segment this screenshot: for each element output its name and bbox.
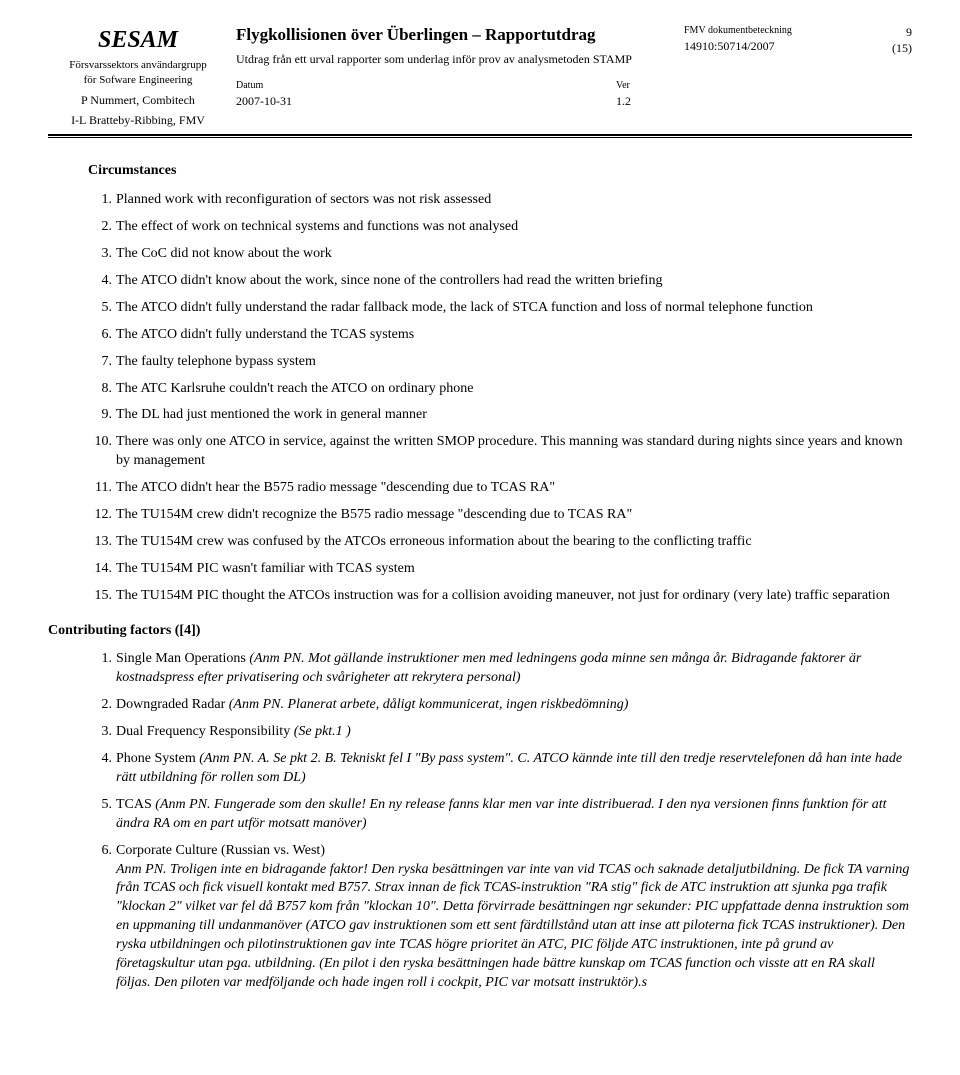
factors-heading: Contributing factors ([4]) xyxy=(48,622,912,641)
circumstance-item: The ATCO didn't fully understand the rad… xyxy=(116,299,912,318)
page-total: (15) xyxy=(872,40,912,56)
factor-note: (Anm PN. A. Se pkt 2. B. Tekniskt fel I … xyxy=(116,751,902,785)
factor-item: Corporate Culture (Russian vs. West) Anm … xyxy=(116,842,912,993)
page-number: 9 xyxy=(872,24,912,40)
factor-note: Anm PN. Troligen inte en bidragande fakt… xyxy=(116,861,912,993)
factor-item: Dual Frequency Responsibility (Se pkt.1 … xyxy=(116,723,912,742)
date-block: Datum 2007-10-31 xyxy=(236,79,616,109)
factor-main: TCAS xyxy=(116,797,155,812)
date-label: Datum xyxy=(236,79,616,93)
ver-block: Ver 1.2 xyxy=(616,79,676,109)
org-name: SESAM xyxy=(48,24,228,56)
header-right: FMV dokumentbeteckning 14910:50714/2007 xyxy=(684,24,864,128)
circumstance-item: The TU154M PIC thought the ATCOs instruc… xyxy=(116,587,912,606)
date-value: 2007-10-31 xyxy=(236,93,616,109)
person-2: I-L Bratteby-Ribbing, FMV xyxy=(48,112,228,128)
circumstance-item: The TU154M crew was confused by the ATCO… xyxy=(116,533,912,552)
header-middle: Flygkollisionen över Überlingen – Rappor… xyxy=(236,24,676,128)
page-header: SESAM Försvarssektors användargrupp för … xyxy=(48,24,912,128)
circumstance-item: The ATC Karlsruhe couldn't reach the ATC… xyxy=(116,380,912,399)
page-number-block: 9 (15) xyxy=(872,24,912,128)
doc-title: Flygkollisionen över Überlingen – Rappor… xyxy=(236,24,676,47)
doc-subtitle: Utdrag från ett urval rapporter som unde… xyxy=(236,51,676,67)
org-sub1: Försvarssektors användargrupp xyxy=(48,58,228,73)
factor-main: Downgraded Radar xyxy=(116,697,229,712)
circumstance-item: Planned work with reconfiguration of sec… xyxy=(116,191,912,210)
header-rule-2 xyxy=(48,137,912,138)
factor-main: Dual Frequency Responsibility xyxy=(116,724,294,739)
circumstances-list: Planned work with reconfiguration of sec… xyxy=(88,191,912,605)
header-left: SESAM Försvarssektors användargrupp för … xyxy=(48,24,228,128)
circumstance-item: The DL had just mentioned the work in ge… xyxy=(116,406,912,425)
factor-main: Phone System xyxy=(116,751,199,766)
factor-item: Phone System (Anm PN. A. Se pkt 2. B. Te… xyxy=(116,750,912,788)
circumstance-item: The ATCO didn't fully understand the TCA… xyxy=(116,326,912,345)
circumstance-item: There was only one ATCO in service, agai… xyxy=(116,433,912,471)
factor-item: Single Man Operations (Anm PN. Mot gälla… xyxy=(116,650,912,688)
factor-item: TCAS (Anm PN. Fungerade som den skulle! … xyxy=(116,796,912,834)
factor-note: (Anm PN. Fungerade som den skulle! En ny… xyxy=(116,797,887,831)
factor-note: (Anm PN. Planerat arbete, dåligt kommuni… xyxy=(229,697,629,712)
fmv-label: FMV dokumentbeteckning xyxy=(684,24,864,38)
ver-label: Ver xyxy=(616,79,676,93)
org-sub2: för Sofware Engineering xyxy=(48,73,228,88)
fmv-number: 14910:50714/2007 xyxy=(684,38,864,54)
factor-note: (Se pkt.1 ) xyxy=(294,724,351,739)
circumstance-item: The effect of work on technical systems … xyxy=(116,218,912,237)
circumstances-heading: Circumstances xyxy=(88,162,912,181)
factor-item: Downgraded Radar (Anm PN. Planerat arbet… xyxy=(116,696,912,715)
circumstance-item: The TU154M crew didn't recognize the B57… xyxy=(116,506,912,525)
factor-main: Single Man Operations xyxy=(116,651,249,666)
person-1: P Nummert, Combitech xyxy=(48,92,228,108)
circumstance-item: The faulty telephone bypass system xyxy=(116,353,912,372)
document-content: Circumstances Planned work with reconfig… xyxy=(48,162,912,992)
factor-main: Corporate Culture (Russian vs. West) xyxy=(116,843,325,858)
circumstance-item: The CoC did not know about the work xyxy=(116,245,912,264)
circumstance-item: The ATCO didn't hear the B575 radio mess… xyxy=(116,479,912,498)
factors-list: Single Man Operations (Anm PN. Mot gälla… xyxy=(88,650,912,992)
circumstance-item: The ATCO didn't know about the work, sin… xyxy=(116,272,912,291)
circumstance-item: The TU154M PIC wasn't familiar with TCAS… xyxy=(116,560,912,579)
header-rule-1 xyxy=(48,134,912,136)
ver-value: 1.2 xyxy=(616,93,676,109)
